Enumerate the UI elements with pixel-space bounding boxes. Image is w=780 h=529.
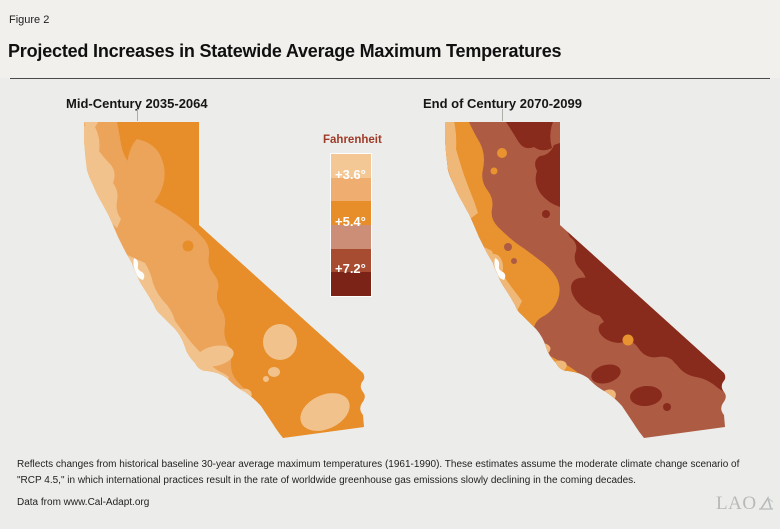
warm-spot-east [182,240,194,252]
left-map-title: Mid-Century 2035-2064 [66,96,208,111]
legend-band [331,154,371,178]
terracotta-dot-on-orange-small [511,258,517,264]
lao-logo-text: LAO [716,493,757,514]
lao-logo-mark-icon [758,496,773,510]
california-map-end-of-century [445,122,726,438]
right-map-title: End of Century 2070-2099 [423,96,582,111]
cool-southeast-blob [263,324,297,360]
legend-band [331,248,371,273]
hottest-northeast-top-blob [506,122,553,151]
hottest-east-column [535,143,560,207]
figure-number-label: Figure 2 [9,14,50,26]
cool-north-dot [94,158,108,178]
legend-title: Fahrenheit [323,134,382,146]
san-francisco-bay [494,258,506,280]
hottest-river-edge-blob [668,344,700,372]
central-valley-milder-tongue [126,139,165,208]
data-source-line: Data from www.Cal-Adapt.org [17,497,150,508]
cool-southeast-dot-small [263,376,269,382]
hottest-mid-blob [598,321,630,343]
cool-santa-barbara-patch [196,345,234,367]
cool-top-corner-patch [84,122,98,131]
header-band [0,0,780,78]
orange-north-dot-small [490,167,498,175]
hottest-south-dot [663,403,671,411]
hottest-south-blob-east [630,385,662,407]
california-map-mid-century [84,122,365,438]
legend-label-7-2: +7.2° [335,261,366,276]
warmer-region-north-and-southeast [117,122,365,438]
left-title-leader-line [137,109,138,121]
terracotta-dot-on-orange [504,243,512,251]
hottest-east-dot [542,210,550,218]
cool-corner-blob [300,393,350,431]
legend-band [331,177,371,202]
legend-label-3-6: +3.6° [335,167,366,182]
legend-labels: +3.6° +5.4° +7.2° [330,153,372,295]
figure-title: Projected Increases in Statewide Average… [8,41,562,61]
legend-band [331,225,371,249]
legend-band [331,272,371,297]
legend-band [331,201,371,226]
right-title-leader-line [502,109,503,121]
light-northwest-coast-strip [445,122,478,219]
hottest-east-bulge [571,277,617,317]
figure-footnote: Reflects changes from historical baselin… [17,459,740,486]
legend-label-5-4: +5.4° [335,214,366,229]
orange-north-dot [497,148,507,158]
cool-southeast-dot [268,367,280,377]
san-francisco-bay [133,258,145,280]
header-divider-rule [10,78,770,79]
lao-logo: LAO [716,493,774,515]
orange-desert-dot [622,334,634,346]
legend-bar [330,153,372,297]
hottest-south-blob-west [591,364,621,384]
